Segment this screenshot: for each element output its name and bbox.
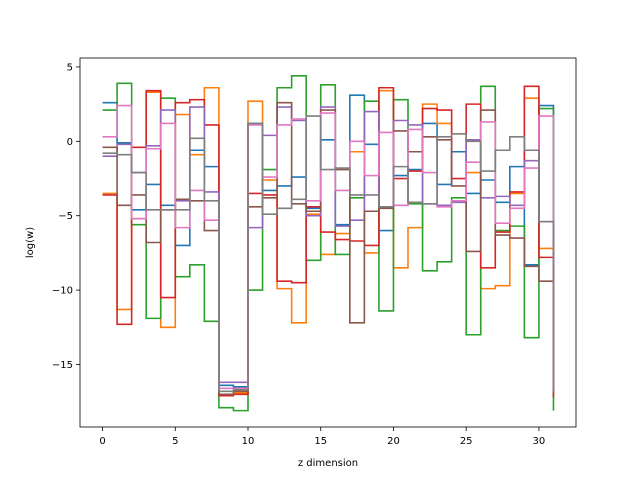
y-axis: −15 −10 −5 0 5 bbox=[52, 62, 80, 371]
y-tick-label: −10 bbox=[52, 286, 73, 297]
x-tick-label: 20 bbox=[387, 436, 400, 447]
series-layer bbox=[102, 75, 555, 412]
x-tick-label: 30 bbox=[533, 436, 546, 447]
series-line-7 bbox=[102, 104, 555, 390]
y-tick-label: −5 bbox=[58, 211, 73, 222]
y-axis-label: log(w) bbox=[25, 227, 36, 258]
x-tick-label: 10 bbox=[242, 436, 255, 447]
x-tick-label: 5 bbox=[172, 436, 178, 447]
y-tick-label: 5 bbox=[67, 62, 73, 73]
x-tick-label: 0 bbox=[99, 436, 105, 447]
x-axis-label: z dimension bbox=[298, 458, 358, 469]
x-axis: 0 5 10 15 20 25 30 bbox=[99, 427, 545, 447]
y-tick-label: 0 bbox=[67, 137, 73, 148]
y-tick-label: −15 bbox=[52, 360, 73, 371]
series-line-8 bbox=[102, 115, 555, 393]
plot-frame bbox=[79, 57, 577, 428]
x-tick-label: 15 bbox=[314, 436, 327, 447]
x-tick-label: 25 bbox=[460, 436, 473, 447]
